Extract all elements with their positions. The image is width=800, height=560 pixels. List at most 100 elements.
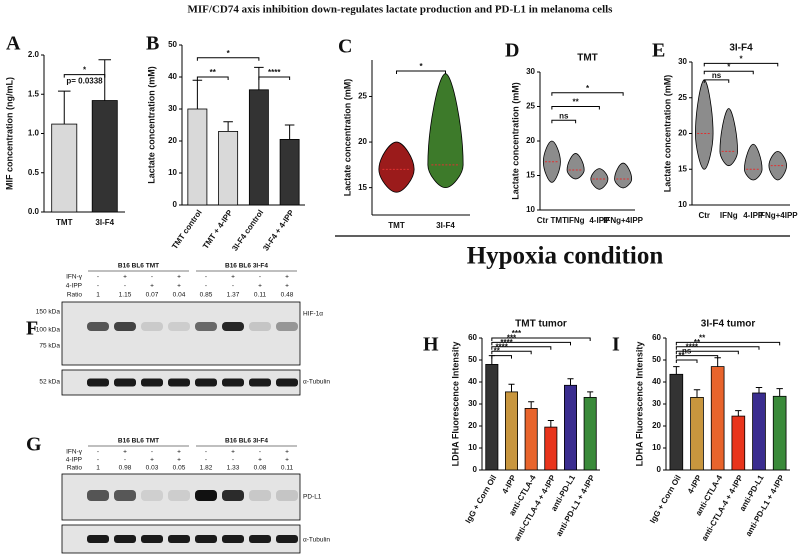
violin [590,168,609,190]
y-tick-label: 15 [526,171,535,180]
x-tick-label: 3I-F4 + 4-IPP [261,208,296,253]
marker-label: 150 kDa [36,309,61,316]
violin [719,108,738,167]
significance-bracket [703,79,730,83]
significance-bracket [675,355,719,359]
error-bar [547,420,554,428]
loading-band [168,535,190,543]
lane-value: + [285,449,289,456]
y-tick-label: 50 [168,40,177,49]
panel-label: A [6,33,21,55]
lane-value: - [259,274,261,281]
loading-band [87,535,109,543]
x-tick-label: 4-IPP [686,473,704,495]
y-tick-label: 0.5 [28,168,40,177]
error-bar [714,357,721,367]
x-tick-label: 4-IPP [500,473,518,495]
x-tick-label: anti-PD-L1 + 4-IPP [744,473,787,538]
lane-value: + [123,274,127,281]
bar [187,108,208,206]
significance-label: ns [712,71,722,80]
chart-title: 3I-F4 [729,43,753,54]
y-tick-label: 40 [168,72,177,81]
lane-value: 1 [96,292,100,299]
panel-label: G [26,434,42,456]
loading-band [249,535,271,543]
lane-value: 1.82 [200,465,213,472]
error-bar [567,378,574,386]
significance-bracket [491,346,552,350]
band [114,490,136,501]
violin [378,141,415,193]
y-tick-label: 50 [652,355,661,364]
bar [279,138,300,206]
y-tick-label: 40 [468,377,477,386]
row-label: IFN-γ [66,449,83,456]
error-bar [587,391,594,398]
lane-value: 1.15 [119,292,132,299]
lane-value: + [285,274,289,281]
band [114,322,136,331]
y-tick-label: 60 [468,333,477,342]
band-label: α-Tubulin [303,537,330,544]
lane-value: - [151,274,153,281]
bar [91,100,118,213]
lane-value: 0.03 [146,465,159,472]
y-tick-label: 0 [657,465,662,474]
violin [695,79,714,170]
lane-value: 0.07 [146,292,159,299]
marker-label: 75 kDa [39,343,60,350]
error-bar [673,366,680,375]
loading-band [87,378,109,387]
bar [669,373,684,471]
x-tick-label: 3I-F4 [436,221,455,230]
significance-label: ns [559,111,569,120]
violin [427,73,464,189]
lane-value: + [123,449,127,456]
band [87,490,109,501]
y-tick-label: 30 [652,399,661,408]
bar [505,391,518,471]
bar [524,407,538,471]
x-tick-label: IgG + Corn Oil [648,474,683,525]
bar [218,130,239,206]
y-tick-label: 20 [168,136,177,145]
band [249,490,271,501]
lane-value: + [177,449,181,456]
lane-value: 0.11 [281,465,294,472]
lane-value: + [231,274,235,281]
panel-label: H [423,334,439,356]
y-tick-label: 10 [526,205,535,214]
blot [61,301,301,366]
significance-bracket [703,70,754,75]
significance-bracket [675,350,739,355]
y-axis-label: Lactate concentration (mM) [510,82,520,200]
significance-label: * [227,49,231,58]
significance-bracket [551,92,624,96]
bar [51,123,78,213]
row-label: IFN-γ [66,274,83,281]
error-bar [192,79,203,109]
y-axis-label: LDHA Fluorescence Intensity [450,342,460,467]
band [141,490,163,501]
loading-band [114,378,136,387]
lane-value: 1.33 [227,465,240,472]
error-bar [755,387,763,393]
x-tick-label: TMT control [170,208,204,251]
lane-value: - [205,283,207,290]
lane-value: 1 [96,465,100,472]
y-tick-label: 20 [652,421,661,430]
band [168,490,190,501]
x-tick-label: Ctr [698,211,710,220]
significance-bracket [551,119,577,124]
violin [566,153,585,180]
significance-bracket [675,341,781,346]
lane-value: - [97,283,99,290]
significance-bracket [491,341,571,346]
x-tick-label: IFNg [567,216,585,225]
significance-label: ** [699,334,706,343]
y-tick-label: 1.5 [28,89,40,98]
lane-value: 0.05 [173,465,186,472]
y-axis-label: Lactate concentration (mM) [662,75,672,193]
panel-label: D [505,40,519,62]
